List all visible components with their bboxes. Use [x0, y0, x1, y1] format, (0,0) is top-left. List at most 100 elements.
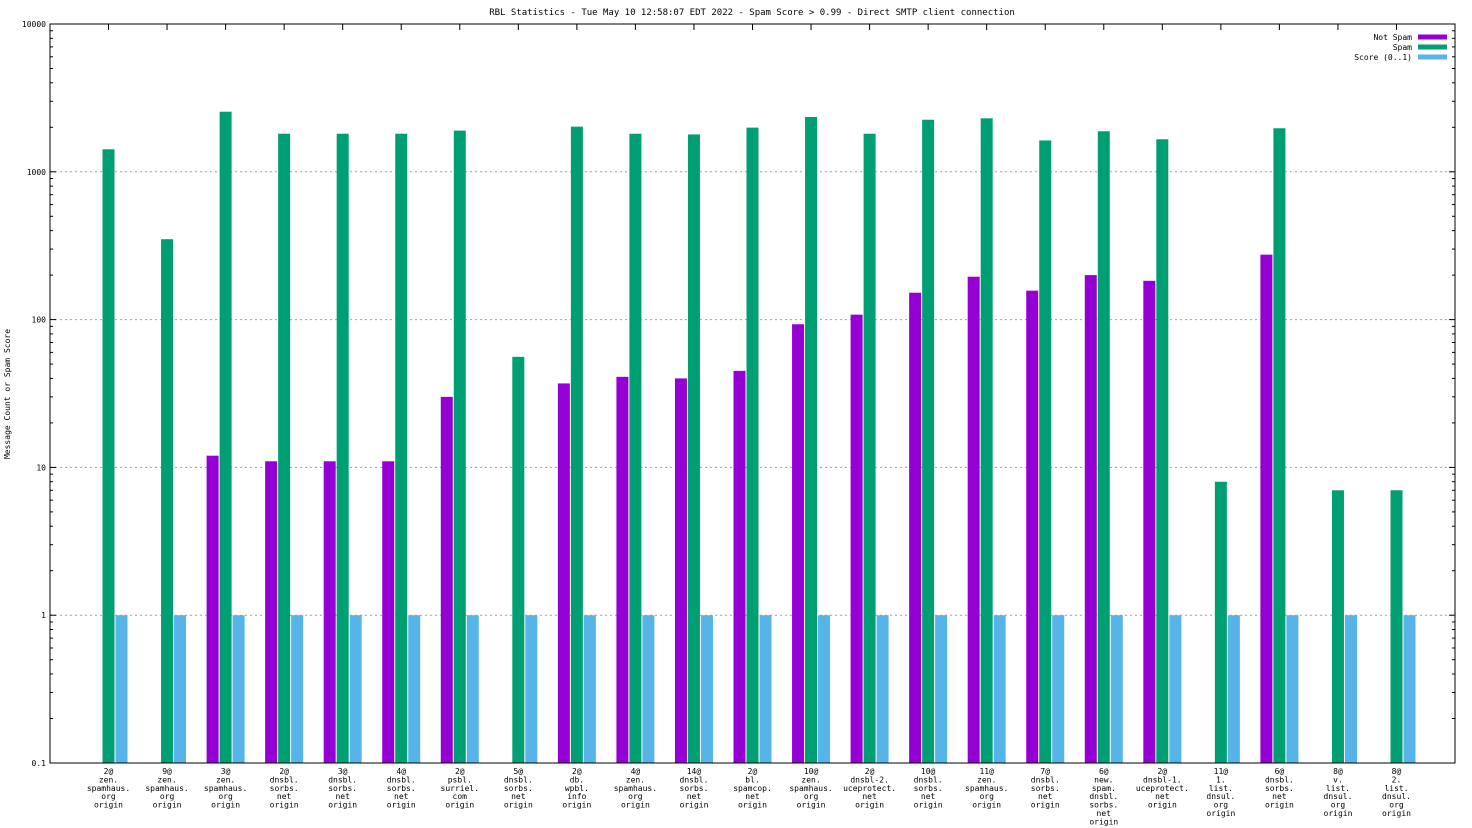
- bar-score: [1286, 615, 1299, 763]
- x-tick-label-line: net: [862, 792, 877, 801]
- bar-not-spam: [1143, 280, 1156, 763]
- x-tick-label-line: zen.: [801, 775, 820, 784]
- x-tick-label-line: dnsul.: [1206, 792, 1235, 801]
- bar-spam: [1039, 140, 1052, 764]
- x-tick-label-line: origin: [387, 801, 416, 810]
- x-tick-label: 14@ dnsbl. sorbs. net origin: [680, 767, 709, 810]
- bar-spam: [453, 130, 466, 763]
- x-tick-label-line: 2@: [572, 767, 582, 776]
- bar-score: [1227, 615, 1240, 763]
- x-tick-label-line: zen.: [157, 775, 176, 784]
- x-tick-label-line: spamhaus.: [145, 784, 188, 793]
- x-tick-label-line: dnsbl-2.: [850, 775, 889, 784]
- x-tick-label-line: origin: [1265, 801, 1294, 810]
- plot-border: [49, 23, 1456, 764]
- x-tick-label-line: origin: [1089, 817, 1118, 826]
- x-tick-label-line: org: [979, 792, 994, 801]
- x-tick-label-line: origin: [621, 801, 650, 810]
- x-tick-label: 6@ dnsbl. sorbs. net origin: [1265, 767, 1294, 810]
- bar-score: [466, 615, 479, 763]
- x-tick-label-line: v.: [1333, 775, 1343, 784]
- bar-score: [583, 615, 596, 763]
- x-tick-label-line: sorbs.: [680, 784, 709, 793]
- x-tick-label-line: origin: [211, 801, 240, 810]
- x-tick-label-line: net: [687, 792, 702, 801]
- bar-score: [291, 615, 304, 763]
- x-tick-label-line: 4@: [631, 767, 641, 776]
- y-axis-label: Message Count or Spam Score: [3, 329, 12, 459]
- x-tick-label-line: 8@: [1333, 767, 1343, 776]
- x-tick-label-line: 2@: [455, 767, 465, 776]
- x-tick-label: 11@ 1. list. dnsul. org origin: [1206, 767, 1235, 818]
- x-tick-label-line: 7@: [1040, 767, 1050, 776]
- bar-spam: [336, 133, 349, 764]
- x-tick-label: 2@ zen. spamhaus. org origin: [87, 767, 130, 810]
- bar-score: [759, 615, 772, 763]
- x-tick-label-line: uceprotect.: [843, 784, 896, 793]
- x-tick-label: 2@ dnsbl-2. uceprotect. net origin: [843, 767, 896, 810]
- bar-not-spam: [674, 378, 687, 763]
- bar-not-spam: [557, 383, 570, 763]
- x-tick-label: 2@ dnsbl-1. uceprotect. net origin: [1136, 767, 1189, 810]
- x-tick-label-line: origin: [270, 801, 299, 810]
- bar-spam: [219, 111, 232, 763]
- bar-spam: [570, 126, 583, 763]
- bar-not-spam: [733, 370, 746, 763]
- x-tick-label-line: 11@: [1214, 767, 1229, 776]
- legend-label: Score (0..1): [1354, 53, 1412, 62]
- legend-swatch: [1418, 54, 1447, 60]
- bar-spam: [1273, 128, 1286, 763]
- bar-score: [1344, 615, 1357, 763]
- bar-spam: [687, 134, 700, 763]
- x-tick-label-line: origin: [680, 801, 709, 810]
- x-tick-label: 4@ dnsbl. sorbs. net origin: [387, 767, 416, 810]
- bar-score: [1403, 615, 1416, 763]
- x-tick-label: 6@ new. spam. dnsbl. sorbs. net origin: [1089, 767, 1118, 826]
- bar-score: [525, 615, 538, 763]
- x-tick-label-line: origin: [1382, 809, 1411, 818]
- x-tick-label-line: org: [1389, 801, 1404, 810]
- x-tick-label-line: spamhaus.: [789, 784, 832, 793]
- x-tick-label-line: org: [101, 792, 116, 801]
- x-tick-label-line: spam.: [1092, 784, 1116, 793]
- bar-spam: [746, 127, 759, 763]
- x-tick-label-line: org: [160, 792, 175, 801]
- x-tick-label-line: list.: [1326, 784, 1350, 793]
- x-tick-label: 2@ psbl. surriel. com origin: [441, 767, 480, 810]
- x-tick-label-line: com: [453, 792, 468, 801]
- legend-swatch: [1418, 34, 1447, 40]
- bar-spam: [278, 133, 291, 764]
- x-tick-label: 8@ v. list. dnsul. org origin: [1324, 767, 1353, 818]
- x-tick-label-line: sorbs.: [504, 784, 533, 793]
- x-tick-label-line: net: [277, 792, 292, 801]
- x-tick-label-line: dnsbl.: [680, 775, 709, 784]
- x-tick-label-line: 10@: [804, 767, 819, 776]
- bar-spam: [1390, 490, 1403, 763]
- x-tick-label-line: 1.: [1216, 775, 1226, 784]
- x-tick-label-line: origin: [914, 801, 943, 810]
- x-tick-label-line: org: [1214, 801, 1229, 810]
- x-tick-label-line: dnsbl.: [270, 775, 299, 784]
- bar-not-spam: [967, 276, 980, 763]
- x-tick-label-line: org: [218, 792, 233, 801]
- x-tick-label-line: psbl.: [448, 775, 472, 784]
- y-tick-label: 1: [41, 611, 46, 620]
- x-tick-label-line: 6@: [1275, 767, 1285, 776]
- x-tick-label-line: origin: [153, 801, 182, 810]
- x-tick-label: 5@ dnsbl. sorbs. net origin: [504, 767, 533, 810]
- y-tick-label: 10000: [22, 20, 46, 29]
- x-tick-label-line: origin: [504, 801, 533, 810]
- x-tick-label-line: sorbs.: [328, 784, 357, 793]
- x-tick-label-line: origin: [738, 801, 767, 810]
- bar-score: [1169, 615, 1182, 763]
- bar-score: [993, 615, 1006, 763]
- x-tick-label-line: origin: [445, 801, 474, 810]
- x-tick-label-line: dnsbl-1.: [1143, 775, 1182, 784]
- x-tick-label-line: origin: [1148, 801, 1177, 810]
- x-tick-label: 2@ bl. spamcop. net origin: [733, 767, 772, 810]
- x-tick-label: 2@ db. wpbl. info origin: [562, 767, 591, 810]
- bars-group: [102, 111, 1416, 764]
- x-tick-label-line: sorbs.: [1089, 801, 1118, 810]
- x-tick-label-line: surriel.: [441, 784, 480, 793]
